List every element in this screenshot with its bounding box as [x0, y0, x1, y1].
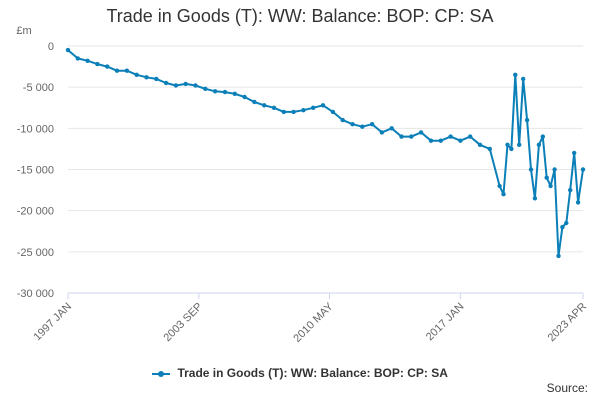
data-point: [212, 89, 218, 94]
data-point: [222, 89, 228, 95]
legend-label: Trade in Goods (T): WW: Balance: BOP: CP…: [177, 366, 448, 380]
data-point: [468, 134, 473, 139]
data-point: [505, 142, 510, 147]
data-point: [536, 142, 542, 147]
x-tick-label: 2023 APR: [546, 301, 590, 345]
data-point: [203, 86, 208, 92]
y-tick-label: -15 000: [17, 165, 54, 177]
x-tick-label: 2017 JAN: [424, 301, 467, 344]
x-tick-label: 2003 SEP: [161, 301, 205, 345]
data-point: [134, 72, 139, 78]
data-point: [163, 80, 169, 86]
data-point: [448, 134, 453, 139]
data-point: [193, 83, 198, 88]
series-line: [67, 49, 584, 257]
data-point: [311, 105, 316, 111]
data-point: [580, 167, 586, 172]
data-point: [271, 105, 277, 111]
data-point: [575, 200, 581, 205]
data-point: [517, 142, 522, 147]
data-point: [154, 76, 159, 82]
data-point: [524, 117, 530, 123]
y-tick-label: -30 000: [17, 288, 54, 300]
y-unit-label: £m: [16, 25, 31, 37]
data-point: [428, 138, 434, 143]
data-point: [232, 91, 237, 97]
data-point: [572, 150, 577, 156]
data-point: [409, 134, 414, 139]
x-tick-label: 2010 MAY: [291, 300, 336, 345]
data-point: [564, 220, 569, 226]
data-point: [568, 187, 573, 193]
data-point: [552, 167, 557, 172]
data-point: [114, 68, 120, 73]
data-point: [281, 109, 286, 115]
data-point: [65, 47, 71, 53]
data-point: [548, 183, 553, 189]
data-point: [144, 75, 149, 80]
data-point: [360, 124, 365, 129]
data-point: [532, 196, 538, 201]
data-point: [389, 126, 394, 131]
data-point: [438, 138, 443, 143]
y-tick-label: -20 000: [17, 206, 54, 218]
data-point: [124, 68, 130, 73]
data-point: [477, 142, 483, 147]
data-point: [173, 83, 179, 88]
data-point: [418, 130, 424, 135]
chart-title: Trade in Goods (T): WW: Balance: BOP: CP…: [106, 6, 494, 26]
data-point: [544, 175, 549, 180]
data-point: [521, 76, 526, 82]
legend[interactable]: Trade in Goods (T): WW: Balance: BOP: CP…: [0, 366, 600, 380]
source-label: Source:: [546, 381, 588, 395]
data-point: [497, 183, 502, 189]
data-point: [399, 134, 404, 139]
data-point: [262, 103, 267, 108]
data-point: [291, 109, 296, 115]
data-point: [340, 117, 345, 123]
y-tick-label: -10 000: [17, 123, 54, 135]
data-point: [509, 146, 514, 152]
data-point: [95, 61, 100, 67]
data-point: [252, 99, 257, 105]
data-point: [501, 192, 506, 197]
y-tick-label: -25 000: [17, 247, 54, 259]
data-point: [487, 146, 492, 152]
data-point: [513, 72, 518, 78]
data-point: [350, 122, 355, 127]
data-point: [379, 130, 385, 135]
data-point: [75, 56, 81, 61]
data-point: [528, 167, 534, 172]
y-tick-label: 0: [48, 41, 54, 53]
series-layer: [65, 47, 586, 259]
data-point: [458, 138, 463, 143]
data-point: [183, 81, 188, 87]
data-point: [369, 122, 375, 127]
data-point: [242, 94, 247, 100]
data-point: [105, 64, 110, 69]
data-point: [560, 224, 565, 230]
data-point: [540, 134, 545, 139]
y-tick-label: -5 000: [23, 82, 54, 94]
x-tick-label: 1997 JAN: [31, 301, 74, 344]
data-point: [301, 108, 306, 113]
legend-line-marker-icon: [152, 370, 171, 377]
data-point: [320, 103, 326, 108]
data-point: [330, 109, 336, 115]
data-point: [556, 253, 561, 259]
data-point: [85, 58, 90, 63]
